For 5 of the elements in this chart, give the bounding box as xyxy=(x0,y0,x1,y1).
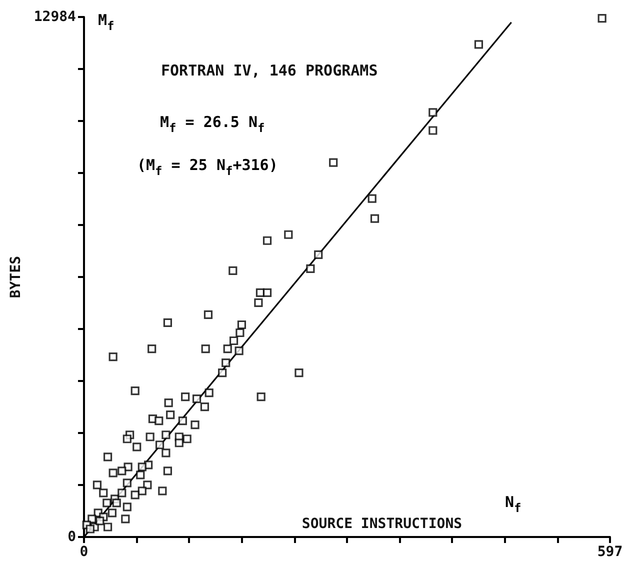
text: FORTRAN IV, 146 PROGRAMS xyxy=(161,62,378,80)
x-axis-title: SOURCE INSTRUCTIONS xyxy=(302,516,462,532)
y-axis-title: BYTES xyxy=(8,256,24,298)
x-tick-label: 597 xyxy=(597,544,623,560)
y-tick-label: 12984 xyxy=(34,9,76,25)
